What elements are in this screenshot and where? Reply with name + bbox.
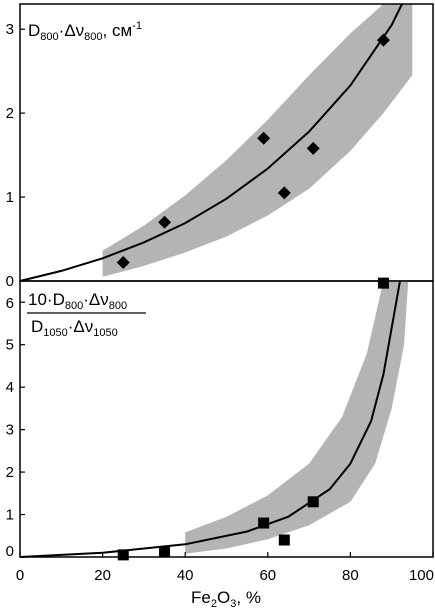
data-point-square: [159, 546, 171, 558]
data-point-square: [377, 277, 389, 289]
band-bottom: [185, 281, 409, 554]
y-tick-label: 4: [6, 379, 14, 396]
data-point-diamond: [116, 256, 130, 270]
ratio-denominator: D1050·Δν1050: [31, 317, 118, 339]
y-tick-label: 1: [6, 507, 14, 524]
points-bottom: [117, 277, 389, 561]
y-tick-label: 3: [6, 21, 14, 38]
x-ticks-bottom: 0 20 40 60 80 100: [16, 552, 434, 584]
data-point-diamond: [158, 215, 172, 229]
y-tick-label: 0: [6, 543, 14, 560]
data-point-diamond: [376, 33, 390, 47]
data-point-diamond: [306, 141, 320, 155]
fit-curve-top: [19, 3, 403, 282]
data-point-square: [278, 534, 290, 546]
y-ticks-bottom: 0 1 2 3 4 5 6: [6, 295, 25, 560]
x-tick-label: 0: [16, 567, 24, 584]
panel-bottom-label: 10·D800·Δν800 D1050·Δν1050: [27, 290, 146, 339]
data-point-diamond: [257, 131, 271, 145]
x-axis-label: Fe2O3, %: [191, 588, 261, 609]
band-top: [102, 4, 413, 277]
data-point-square: [117, 549, 129, 561]
panel-bottom: 0 1 2 3 4 5 6 0 20 40 60 80 100 10·D800·Δν800 D1050…: [6, 277, 434, 609]
ratio-numerator: 10·D800·Δν800: [28, 290, 127, 312]
panel-top-label: D800·Δν800, см-1: [28, 20, 142, 43]
y-tick-label: 0: [6, 273, 14, 290]
frame-bottom: [19, 280, 434, 558]
points-top: [116, 33, 390, 270]
x-tick-label: 60: [259, 567, 276, 584]
y-tick-label: 6: [6, 295, 14, 312]
y-tick-label: 1: [6, 189, 14, 206]
data-point-diamond: [277, 186, 291, 200]
x-tick-label: 40: [177, 567, 194, 584]
fit-curve-bottom: [19, 280, 401, 558]
x-tick-label: 20: [94, 567, 111, 584]
data-point-square: [258, 517, 270, 529]
data-point-square: [307, 496, 319, 508]
x-tick-label: 80: [342, 567, 359, 584]
y-tick-label: 5: [6, 337, 14, 354]
y-tick-label: 3: [6, 422, 14, 439]
y-tick-label: 2: [6, 105, 14, 122]
panel-top: 0 1 2 3 D800·Δν800, см-1: [6, 3, 434, 290]
y-tick-label: 2: [6, 464, 14, 481]
y-ticks-top: 0 1 2 3: [6, 21, 25, 290]
x-tick-label: 100: [409, 567, 434, 584]
